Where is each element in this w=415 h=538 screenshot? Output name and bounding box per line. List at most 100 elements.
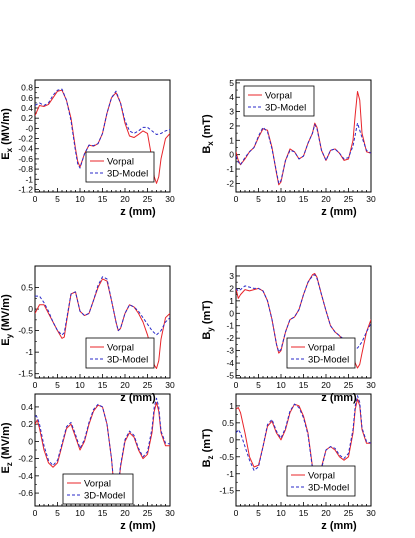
panel-bz: 0 5 10 15 20 25 30 -1.5 -1 -0.5 0 0.5 1 z (mm) Bz (mT)… — [201, 380, 401, 533]
y-axis-title: By (mT) — [201, 300, 215, 340]
legend-label: Vorpal — [265, 91, 292, 102]
legend-label: 3D-Model — [308, 483, 349, 494]
x-tick-label: 10 — [276, 194, 286, 204]
x-tick-label: 25 — [143, 508, 153, 518]
legend-box — [85, 151, 155, 183]
y-tick-label: 0 — [229, 308, 234, 318]
y-tick-label: 3 — [229, 271, 234, 281]
x-tick-label: 10 — [75, 508, 85, 518]
legend-box — [243, 85, 315, 117]
x-tick-label: 20 — [321, 380, 331, 390]
x-axis-title: z (mm) — [120, 520, 156, 532]
y-tick-label: -0.2 — [18, 134, 33, 144]
x-tick-label: 5 — [256, 380, 261, 390]
x-tick-label: 30 — [366, 380, 376, 390]
y-tick-label: 1 — [229, 296, 234, 306]
x-tick-label: 0 — [234, 508, 239, 518]
legend-label: 3D-Model — [265, 103, 306, 114]
panel-ex: 0 5 10 15 20 25 30 -1.2 -1 -0.8 -0.6 -0.4 -0.2 -0 0.2 0… — [0, 66, 200, 219]
x-axis-title: z (mm) — [120, 206, 156, 218]
y-tick-label: 0.4 — [21, 402, 33, 412]
y-tick-label: 1 — [229, 135, 234, 145]
x-tick-label: 10 — [276, 508, 286, 518]
series-line-3d-model — [236, 122, 371, 184]
chart-svg: 0 5 10 15 20 25 30 -5 -4 -3 -2 -1 0 1 2 3 z (mm) By (mT) V… — [201, 265, 376, 404]
panel-by: 0 5 10 15 20 25 30 -5 -4 -3 -2 -1 0 1 2 3 z (mm) By (mT) V… — [201, 252, 401, 405]
y-tick-label: 0 — [28, 304, 33, 314]
y-tick-label: 4 — [229, 92, 234, 102]
legend-label: 3D-Model — [107, 169, 148, 180]
y-tick-label: 0 — [28, 436, 33, 446]
y-tick-label: -1 — [226, 469, 234, 479]
x-axis-title: z (mm) — [321, 206, 357, 218]
x-tick-label: 5 — [55, 380, 60, 390]
legend-box — [286, 337, 356, 369]
x-axis-title: z (mm) — [321, 392, 357, 404]
legend-label: Vorpal — [308, 343, 335, 354]
y-tick-label: 0.2 — [21, 419, 33, 429]
y-tick-label: -1 — [226, 321, 234, 331]
series-line-3d-model — [35, 88, 170, 169]
x-axis-title: z (mm) — [321, 520, 357, 532]
panel-bx: 0 5 10 15 20 25 30 -2 -1 0 1 2 3 4 5 z (mm) Bx (mT) Vorpa… — [201, 66, 401, 219]
series-line-3d-model — [35, 397, 170, 492]
legend-box — [286, 465, 356, 497]
y-tick-label: -0.6 — [18, 154, 33, 164]
x-tick-label: 30 — [165, 380, 175, 390]
legend-label: Vorpal — [308, 471, 335, 482]
y-tick-label: 2 — [229, 121, 234, 131]
x-tick-label: 0 — [33, 508, 38, 518]
series-line-3d-model — [236, 395, 371, 495]
y-tick-label: -1 — [226, 164, 234, 174]
x-axis-title: z (mm) — [120, 392, 156, 404]
x-tick-label: 5 — [55, 508, 60, 518]
legend-label: 3D-Model — [308, 355, 349, 366]
x-tick-label: 10 — [75, 194, 85, 204]
x-tick-label: 15 — [98, 194, 108, 204]
y-tick-label: 0 — [229, 150, 234, 160]
y-tick-label: 5 — [229, 78, 234, 88]
x-tick-label: 15 — [299, 508, 309, 518]
x-tick-label: 15 — [299, 380, 309, 390]
x-tick-label: 25 — [143, 380, 153, 390]
y-tick-label: -0.5 — [18, 326, 33, 336]
chart-svg: 0 5 10 15 20 25 30 -1.5 -1 -0.5 0 0.5 1 z (mm) Bz (mT)… — [201, 393, 376, 532]
chart-svg: 0 5 10 15 20 25 30-1.2-1-0.8-0.6-0.4-0.2-00.20… — [0, 79, 175, 218]
x-tick-label: 20 — [120, 380, 130, 390]
y-tick-label: 0.4 — [21, 103, 33, 113]
x-tick-label: 0 — [33, 194, 38, 204]
legend-label: Vorpal — [107, 343, 134, 354]
x-tick-label: 30 — [165, 508, 175, 518]
x-tick-label: 15 — [98, 508, 108, 518]
y-tick-label: 1 — [229, 401, 234, 411]
y-tick-label: 0.2 — [21, 113, 33, 123]
y-tick-label: 0 — [229, 435, 234, 445]
x-tick-label: 20 — [120, 508, 130, 518]
y-tick-label: -0.5 — [219, 452, 234, 462]
y-axis-title: Ex (MV/m) — [0, 108, 14, 160]
x-tick-label: 20 — [321, 508, 331, 518]
y-tick-label: -0.4 — [18, 144, 33, 154]
x-tick-label: 20 — [321, 194, 331, 204]
legend-box — [85, 337, 155, 369]
y-tick-label: -1.5 — [219, 486, 234, 496]
y-tick-label: -1 — [25, 174, 33, 184]
x-tick-label: 5 — [55, 194, 60, 204]
x-tick-label: 0 — [234, 194, 239, 204]
x-tick-label: 25 — [344, 194, 354, 204]
y-tick-label: -2 — [226, 178, 234, 188]
y-tick-label: -0.2 — [18, 454, 33, 464]
x-tick-label: 0 — [33, 380, 38, 390]
y-axis-title: Bz (mT) — [201, 428, 215, 467]
x-tick-label: 0 — [234, 380, 239, 390]
panel-ey: 0 5 10 15 20 25 30 -1.5 -1 -0.5 0 0.5 z (mm) Ey (MV/m… — [0, 252, 200, 405]
y-tick-label: -5 — [226, 371, 234, 381]
legend-label: Vorpal — [107, 157, 134, 168]
y-tick-label: 0.5 — [222, 418, 234, 428]
